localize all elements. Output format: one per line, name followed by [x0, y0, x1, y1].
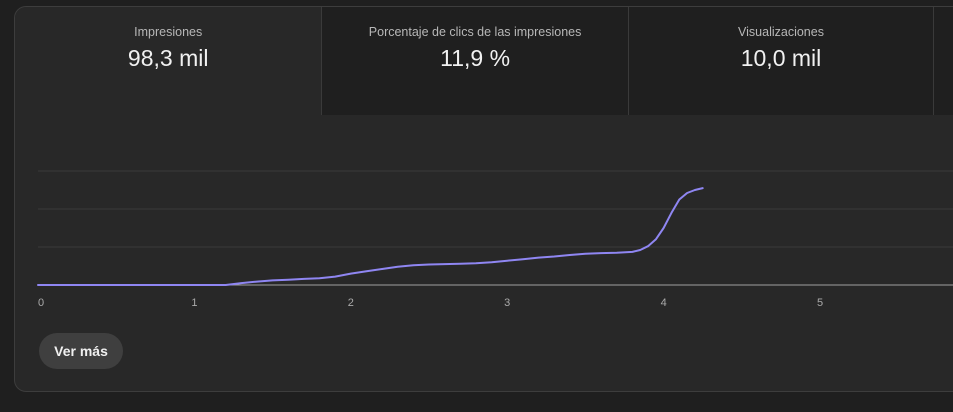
- tab-value: 11,9 %: [440, 45, 511, 71]
- metric-tabs: Impresiones 98,3 mil Porcentaje de clics…: [15, 7, 953, 115]
- tab-label: Impresiones: [134, 25, 203, 39]
- tab-impressions[interactable]: Impresiones 98,3 mil: [15, 7, 322, 115]
- tab-overflow[interactable]: [933, 7, 953, 115]
- tab-impressions-ctr[interactable]: Porcentaje de clics de las impresiones 1…: [321, 7, 628, 115]
- tab-value: 10,0 mil: [740, 45, 822, 71]
- tab-label: Porcentaje de clics de las impresiones: [368, 25, 582, 39]
- see-more-button[interactable]: Ver más: [39, 333, 123, 369]
- tab-views[interactable]: Visualizaciones 10,0 mil: [627, 7, 934, 115]
- analytics-card: Impresiones 98,3 mil Porcentaje de clics…: [14, 6, 953, 392]
- tab-value: 98,3 mil: [127, 45, 209, 71]
- tab-label: Visualizaciones: [738, 25, 824, 39]
